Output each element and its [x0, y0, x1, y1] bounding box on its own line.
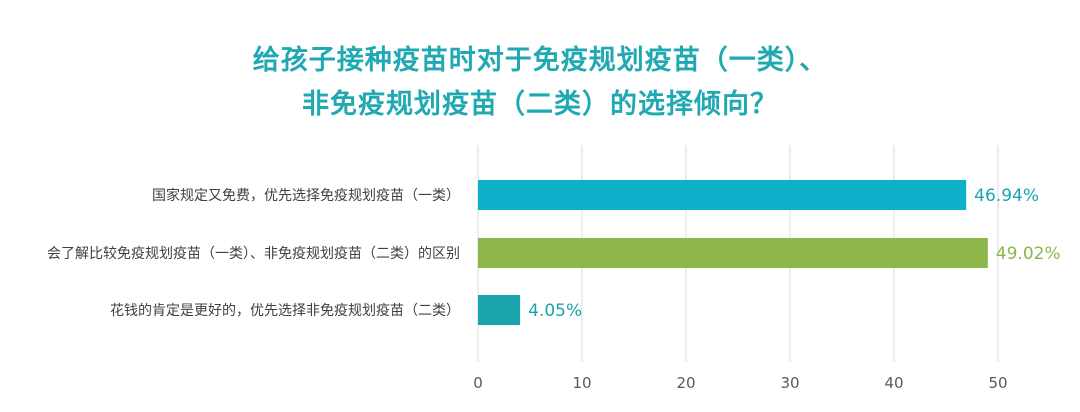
chart-title-line-2: 非免疫规划疫苗（二类）的选择倾向？	[302, 89, 778, 120]
bar	[478, 180, 967, 210]
category-label: 国家规定又免费，优先选择免疫规划疫苗（一类）	[152, 187, 460, 204]
x-tick-labels: 0 10 20 30 40 50	[473, 374, 1007, 392]
x-tick-label: 50	[988, 374, 1007, 392]
bar	[478, 238, 988, 268]
x-tick-label: 40	[884, 374, 903, 392]
category-labels: 国家规定又免费，优先选择免疫规划疫苗（一类） 会了解比较免疫规划疫苗（一类）、非免…	[47, 187, 460, 319]
x-tick-label: 0	[473, 374, 483, 392]
x-tick-label: 20	[676, 374, 695, 392]
value-label: 46.94%	[974, 186, 1039, 206]
x-tick-label: 30	[780, 374, 799, 392]
bars	[478, 180, 988, 325]
bar	[478, 295, 521, 325]
chart-title-line-1: 给孩子接种疫苗时对于免疫规划疫苗（一类）、	[252, 45, 828, 76]
category-label: 花钱的肯定是更好的，优先选择非免疫规划疫苗（二类）	[110, 303, 460, 319]
value-label: 49.02%	[996, 244, 1061, 264]
x-tick-label: 10	[572, 374, 591, 392]
value-label: 4.05%	[528, 301, 582, 321]
category-label: 会了解比较免疫规划疫苗（一类）、非免疫规划疫苗（二类）的区别	[47, 246, 460, 262]
value-labels: 46.94% 49.02% 4.05%	[528, 186, 1061, 321]
